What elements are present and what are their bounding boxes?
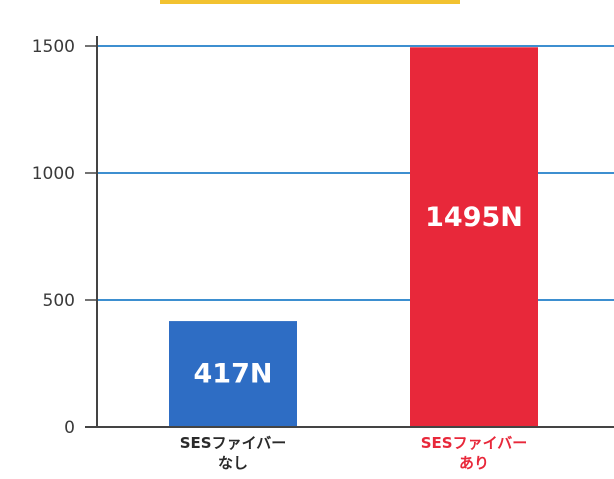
category-label-1-line2: あり bbox=[459, 454, 489, 472]
ytick-label-1500: 1500 bbox=[32, 37, 75, 57]
axis-layer bbox=[85, 36, 614, 428]
category-label-0-line2: なし bbox=[218, 454, 248, 472]
data-label-1: 1495N bbox=[425, 202, 523, 233]
data-label-0: 417N bbox=[194, 359, 273, 390]
ytick-label-0: 0 bbox=[64, 418, 75, 438]
ytick-label-500: 500 bbox=[43, 291, 75, 311]
category-label-1-line1: SESファイバー bbox=[421, 434, 528, 452]
bar-0 bbox=[169, 321, 297, 427]
bar-layer bbox=[169, 47, 538, 428]
top-strip bbox=[160, 0, 460, 4]
category-label-0-line1: SESファイバー bbox=[180, 434, 287, 452]
bar-1 bbox=[410, 47, 538, 428]
ytick-label-1000: 1000 bbox=[32, 164, 75, 184]
label-layer: 050010001500417NSESファイバーなし1495NSESファイバーあ… bbox=[32, 37, 528, 472]
